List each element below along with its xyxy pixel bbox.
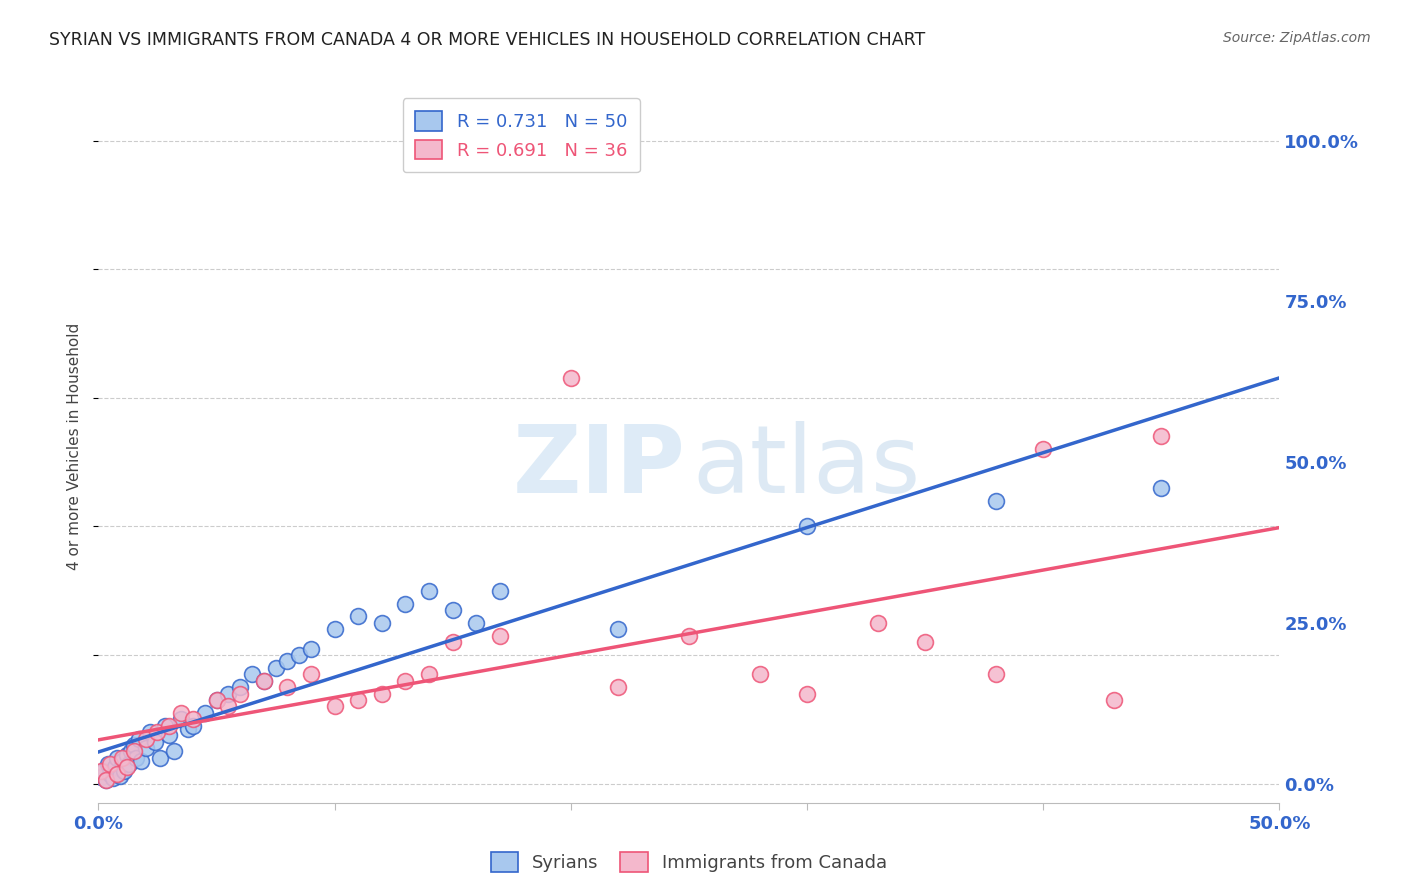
- Point: [299, 641, 322, 656]
- Point: [607, 622, 630, 636]
- Point: [240, 667, 263, 681]
- Point: [323, 622, 346, 636]
- Point: [217, 686, 239, 700]
- Text: SYRIAN VS IMMIGRANTS FROM CANADA 4 OR MORE VEHICLES IN HOUSEHOLD CORRELATION CHA: SYRIAN VS IMMIGRANTS FROM CANADA 4 OR MO…: [49, 31, 925, 49]
- Point: [418, 667, 440, 681]
- Point: [97, 757, 120, 772]
- Point: [128, 731, 150, 746]
- Point: [177, 722, 200, 736]
- Point: [194, 706, 217, 720]
- Point: [153, 719, 176, 733]
- Point: [98, 767, 121, 781]
- Point: [984, 493, 1007, 508]
- Point: [441, 603, 464, 617]
- Point: [115, 760, 138, 774]
- Point: [253, 673, 276, 688]
- Point: [866, 615, 889, 630]
- Legend: Syrians, Immigrants from Canada: Syrians, Immigrants from Canada: [484, 845, 894, 880]
- Point: [560, 371, 582, 385]
- Point: [371, 615, 394, 630]
- Point: [181, 719, 204, 733]
- Point: [111, 751, 134, 765]
- Point: [205, 693, 228, 707]
- Point: [394, 673, 416, 688]
- Point: [94, 773, 117, 788]
- Point: [122, 738, 145, 752]
- Point: [170, 706, 193, 720]
- Point: [371, 686, 394, 700]
- Point: [229, 686, 252, 700]
- Point: [276, 654, 298, 668]
- Point: [678, 629, 700, 643]
- Point: [163, 744, 186, 758]
- Point: [146, 725, 169, 739]
- Point: [288, 648, 311, 662]
- Point: [229, 680, 252, 694]
- Point: [347, 693, 370, 707]
- Point: [170, 712, 193, 726]
- Y-axis label: 4 or more Vehicles in Household: 4 or more Vehicles in Household: [67, 322, 83, 570]
- Point: [796, 519, 818, 533]
- Point: [796, 686, 818, 700]
- Point: [149, 751, 172, 765]
- Point: [129, 754, 152, 768]
- Point: [98, 757, 121, 772]
- Point: [135, 731, 157, 746]
- Point: [441, 635, 464, 649]
- Point: [90, 770, 112, 784]
- Point: [105, 767, 128, 781]
- Point: [101, 772, 124, 786]
- Point: [984, 667, 1007, 681]
- Point: [104, 760, 127, 774]
- Point: [91, 764, 114, 778]
- Point: [125, 751, 148, 765]
- Point: [489, 629, 512, 643]
- Point: [347, 609, 370, 624]
- Point: [135, 741, 157, 756]
- Point: [748, 667, 770, 681]
- Point: [1150, 481, 1173, 495]
- Point: [489, 583, 512, 598]
- Point: [111, 754, 134, 768]
- Point: [115, 747, 138, 762]
- Point: [108, 769, 131, 783]
- Point: [122, 744, 145, 758]
- Point: [139, 725, 162, 739]
- Point: [1150, 429, 1173, 443]
- Point: [253, 673, 276, 688]
- Text: ZIP: ZIP: [513, 421, 685, 514]
- Text: Source: ZipAtlas.com: Source: ZipAtlas.com: [1223, 31, 1371, 45]
- Point: [323, 699, 346, 714]
- Point: [607, 680, 630, 694]
- Point: [914, 635, 936, 649]
- Point: [157, 719, 180, 733]
- Point: [276, 680, 298, 694]
- Point: [94, 773, 117, 788]
- Point: [299, 667, 322, 681]
- Point: [105, 751, 128, 765]
- Point: [205, 693, 228, 707]
- Point: [143, 735, 166, 749]
- Point: [157, 728, 180, 742]
- Point: [121, 744, 143, 758]
- Point: [418, 583, 440, 598]
- Point: [394, 597, 416, 611]
- Point: [465, 615, 488, 630]
- Point: [264, 661, 287, 675]
- Point: [181, 712, 204, 726]
- Text: atlas: atlas: [693, 421, 921, 514]
- Point: [1102, 693, 1125, 707]
- Point: [118, 757, 141, 772]
- Point: [1032, 442, 1054, 457]
- Point: [90, 764, 112, 778]
- Point: [217, 699, 239, 714]
- Point: [112, 764, 135, 778]
